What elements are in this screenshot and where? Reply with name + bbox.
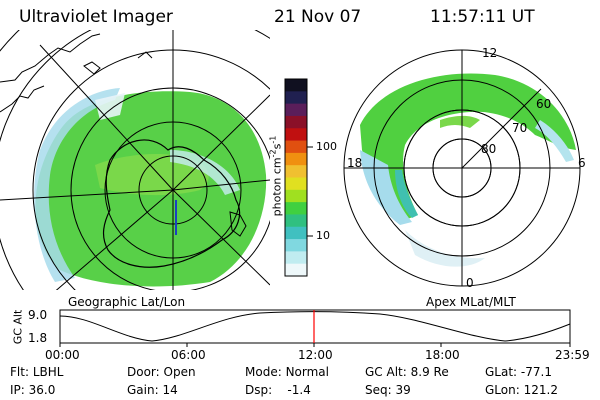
colorbar-swatch: [285, 226, 307, 240]
altitude-xtick-0600: 06:00: [171, 348, 206, 362]
header-date: 21 Nov 07: [274, 7, 362, 27]
colorbar-tick-100: 100: [316, 140, 337, 153]
altitude-ytick-max: 9.0: [28, 308, 48, 322]
mlt-label-6: 6: [578, 156, 586, 170]
altitude-xtick-0000: 00:00: [45, 348, 80, 362]
status-door: Door: Open: [127, 365, 196, 379]
mlt-label-0: 0: [466, 276, 474, 290]
mlt-label-12: 12: [482, 46, 498, 60]
colorbar-swatch: [285, 152, 307, 166]
colorbar-tick-10: 10: [316, 229, 330, 242]
mlt-label-18: 18: [347, 156, 363, 170]
apex-panel-label: Apex MLat/MLT: [426, 295, 516, 309]
status-ip: IP: 36.0: [10, 383, 56, 397]
instrument-title: Ultraviolet Imager: [19, 7, 173, 27]
coastline-south-america: [0, 33, 101, 83]
colorbar-swatch: [285, 140, 307, 154]
colorbar: [285, 79, 307, 277]
status-flt: Flt: LBHL: [10, 365, 64, 379]
status-gain: Gain: 14: [127, 383, 178, 397]
geographic-panel-label: Geographic Lat/Lon: [68, 295, 186, 309]
colorbar-swatch: [285, 115, 307, 129]
aurora-oval-apex: [360, 73, 576, 220]
colorbar-swatch: [285, 103, 307, 117]
colorbar-swatch: [285, 177, 307, 191]
altitude-ylabel: GC Alt: [11, 309, 25, 345]
header-time: 11:57:11 UT: [430, 7, 535, 27]
colorbar-swatch: [285, 189, 307, 203]
antarctica-coastline: [102, 139, 241, 268]
colorbar-swatch: [285, 165, 307, 179]
altitude-xtick-2359: 23:59: [555, 348, 590, 362]
mlat-label-60: 60: [536, 97, 552, 111]
aurora-glow-geo: [34, 88, 120, 282]
altitude-xtick-1200: 12:00: [298, 348, 333, 362]
status-gc-alt: GC Alt: 8.9 Re: [365, 365, 449, 379]
status-mode: Mode: Normal: [245, 365, 329, 379]
colorbar-swatch: [285, 239, 307, 252]
colorbar-swatch: [285, 79, 307, 92]
apex-map: [344, 50, 580, 286]
altitude-plot-frame: [59, 309, 571, 344]
colorbar-swatch: [285, 251, 307, 265]
colorbar-swatch: [285, 91, 307, 105]
colorbar-swatch: [285, 202, 307, 216]
altitude-curve: [59, 311, 571, 342]
status-seq: Seq: 39: [365, 383, 411, 397]
status-dsp: Dsp: -1.4: [245, 383, 311, 397]
status-glon: GLon: 121.2: [485, 383, 558, 397]
colorbar-swatch: [285, 214, 307, 228]
mlat-label-80: 80: [481, 142, 497, 156]
mlat-label-70: 70: [512, 121, 528, 135]
colorbar-swatch: [285, 263, 307, 277]
status-glat: GLat: -77.1: [485, 365, 552, 379]
colorbar-unit-label: photon cm-2s-1: [268, 135, 284, 217]
geographic-map: [0, 30, 270, 290]
altitude-xtick-1800: 18:00: [425, 348, 460, 362]
colorbar-swatch: [285, 128, 307, 142]
altitude-ytick-min: 1.8: [28, 331, 48, 345]
